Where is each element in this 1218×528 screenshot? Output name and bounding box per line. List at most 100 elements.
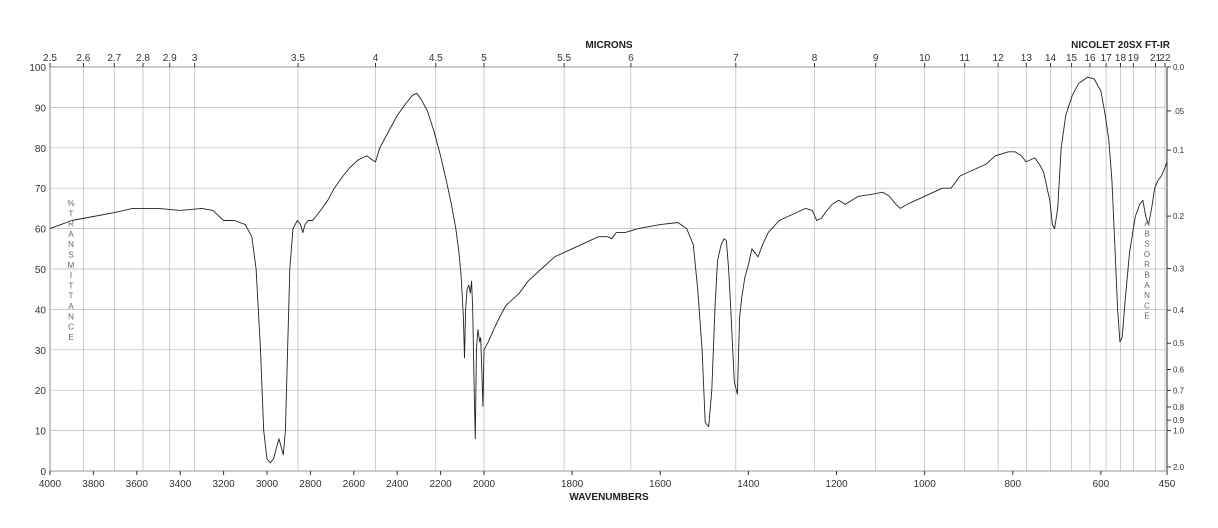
micron-tick-label: 18 xyxy=(1115,53,1127,64)
absorbance-label-letter: A xyxy=(1144,281,1150,290)
wavenumber-tick-label: 2800 xyxy=(299,479,322,490)
micron-axis-title: MICRONS xyxy=(585,40,633,51)
absorbance-tick-label: 0.4 xyxy=(1173,306,1185,315)
absorbance-tick-label: 0.1 xyxy=(1173,146,1185,155)
micron-tick-label: 13 xyxy=(1021,53,1033,64)
absorbance-tick-label: 2.0 xyxy=(1173,463,1185,472)
transmittance-label-letter: C xyxy=(68,323,74,332)
micron-tick-label: 21 xyxy=(1150,53,1162,64)
instrument-label: NICOLET 20SX FT-IR xyxy=(1071,40,1171,51)
absorbance-tick-label: 0.5 xyxy=(1173,339,1185,348)
micron-tick-label: 7 xyxy=(733,53,739,64)
transmittance-label-letter: N xyxy=(68,312,74,321)
wavenumber-tick-label: 4000 xyxy=(39,479,62,490)
transmittance-tick-label: 70 xyxy=(35,184,47,195)
micron-tick-label: 4.5 xyxy=(429,53,443,64)
micron-tick-label: 22 xyxy=(1159,53,1171,64)
absorbance-label-letter: C xyxy=(1144,301,1150,310)
x-axis-title: WAVENUMBERS xyxy=(569,492,649,503)
absorbance-label-letter: B xyxy=(1144,271,1149,280)
wavenumber-tick-label: 1200 xyxy=(825,479,848,490)
transmittance-label-letter: T xyxy=(69,292,74,301)
transmittance-label-letter: I xyxy=(70,271,72,280)
micron-tick-labels: 2.5 2.6 2.7 2.8 2.9 3 3.5 4 4.5 5 5.5 6 7 8 9 10 11 12 13 1… xyxy=(43,53,1171,67)
absorbance-label-letter: O xyxy=(1144,250,1150,259)
micron-tick-label: 4 xyxy=(373,53,379,64)
absorbance-tick-label: 0.7 xyxy=(1173,386,1185,395)
micron-tick-label: 5.5 xyxy=(557,53,571,64)
transmittance-tick-label: 100 xyxy=(29,63,46,74)
wavenumber-tick-label: 3200 xyxy=(212,479,235,490)
transmittance-label-letter: A xyxy=(68,302,74,311)
micron-tick-label: 10 xyxy=(919,53,931,64)
micron-tick-label: 19 xyxy=(1128,53,1140,64)
transmittance-label-letter: M xyxy=(68,261,75,270)
wavenumber-tick-label: 3400 xyxy=(169,479,192,490)
transmittance-tick-label: 40 xyxy=(35,305,47,316)
wavenumber-tick-label: 3800 xyxy=(82,479,105,490)
wavenumber-tick-label: 2200 xyxy=(429,479,452,490)
absorbance-tick-label: 0.3 xyxy=(1173,265,1185,274)
horizontal-gridlines xyxy=(50,66,1167,472)
spectrum-series xyxy=(49,76,1168,464)
wavenumber-tick-label: 2600 xyxy=(343,479,366,490)
micron-tick-label: 3 xyxy=(192,53,198,64)
micron-tick-label: 2.7 xyxy=(107,53,121,64)
wavenumber-tick-label: 600 xyxy=(1093,479,1110,490)
absorbance-tick-labels: 0.0 .05 0.1 0.2 0.3 0.4 0.5 0.6 0.7 0.8 0.9 1.0 2.0 xyxy=(1167,63,1185,472)
transmittance-label-letter: S xyxy=(68,251,73,260)
transmittance-tick-label: 60 xyxy=(35,225,47,236)
wavenumber-tick-labels: 4000 3800 3600 3400 3200 3000 2800 2600 2400 2200… xyxy=(39,471,1176,490)
micron-tick-label: 11 xyxy=(960,53,971,64)
micron-tick-label: 2.8 xyxy=(136,53,150,64)
absorbance-label-letter: E xyxy=(1144,312,1149,321)
micron-tick-label: 12 xyxy=(993,53,1005,64)
absorbance-label-letter: S xyxy=(1144,240,1149,249)
micron-tick-label: 17 xyxy=(1101,53,1113,64)
transmittance-label-letter: T xyxy=(69,209,74,218)
wavenumber-tick-label: 3000 xyxy=(256,479,279,490)
wavenumber-tick-label: 2400 xyxy=(386,479,409,490)
micron-tick-label: 2.6 xyxy=(76,53,90,64)
micron-tick-label: 3.5 xyxy=(291,53,305,64)
transmittance-label-letter: R xyxy=(68,220,74,229)
micron-tick-label: 8 xyxy=(812,53,818,64)
absorbance-label-letter: R xyxy=(1144,260,1150,269)
micron-tick-label: 15 xyxy=(1066,53,1078,64)
transmittance-tick-label: 10 xyxy=(35,427,47,438)
absorbance-label-letter: B xyxy=(1144,229,1149,238)
transmittance-label-letter: A xyxy=(68,230,74,239)
absorbance-tick-label: 1.0 xyxy=(1173,427,1185,436)
wavenumber-tick-label: 1600 xyxy=(649,479,672,490)
micron-tick-label: 5 xyxy=(481,53,487,64)
micron-tick-label: 9 xyxy=(873,53,879,64)
absorbance-tick-label: .05 xyxy=(1173,107,1185,116)
absorbance-tick-label: 0.2 xyxy=(1173,212,1185,221)
wavenumber-tick-label: 800 xyxy=(1004,479,1021,490)
transmittance-tick-labels: 0 10 20 30 40 50 60 70 80 90 100 xyxy=(29,63,46,478)
absorbance-tick-label: 0.8 xyxy=(1173,403,1185,412)
transmittance-tick-label: 90 xyxy=(35,103,47,114)
transmittance-tick-label: 30 xyxy=(35,346,47,357)
transmittance-tick-label: 80 xyxy=(35,144,47,155)
wavenumber-tick-label: 3600 xyxy=(126,479,149,490)
micron-tick-label: 2.9 xyxy=(163,53,177,64)
absorbance-tick-label: 0.0 xyxy=(1173,63,1185,72)
spectrum-trace xyxy=(49,76,1168,464)
wavenumber-tick-label: 1800 xyxy=(561,479,584,490)
absorbance-tick-label: 0.9 xyxy=(1173,416,1185,425)
micron-tick-label: 2.5 xyxy=(43,53,57,64)
transmittance-label-letter: T xyxy=(69,281,74,290)
micron-tick-label: 16 xyxy=(1084,53,1096,64)
absorbance-label-letter: N xyxy=(1144,291,1150,300)
micron-tick-label: 14 xyxy=(1045,53,1057,64)
wavenumber-tick-label: 450 xyxy=(1159,479,1176,490)
transmittance-label-letter: % xyxy=(67,199,74,208)
micron-tick-label: 6 xyxy=(628,53,634,64)
transmittance-tick-label: 50 xyxy=(35,265,47,276)
transmittance-tick-label: 0 xyxy=(40,467,46,478)
wavenumber-tick-label: 1000 xyxy=(914,479,937,490)
